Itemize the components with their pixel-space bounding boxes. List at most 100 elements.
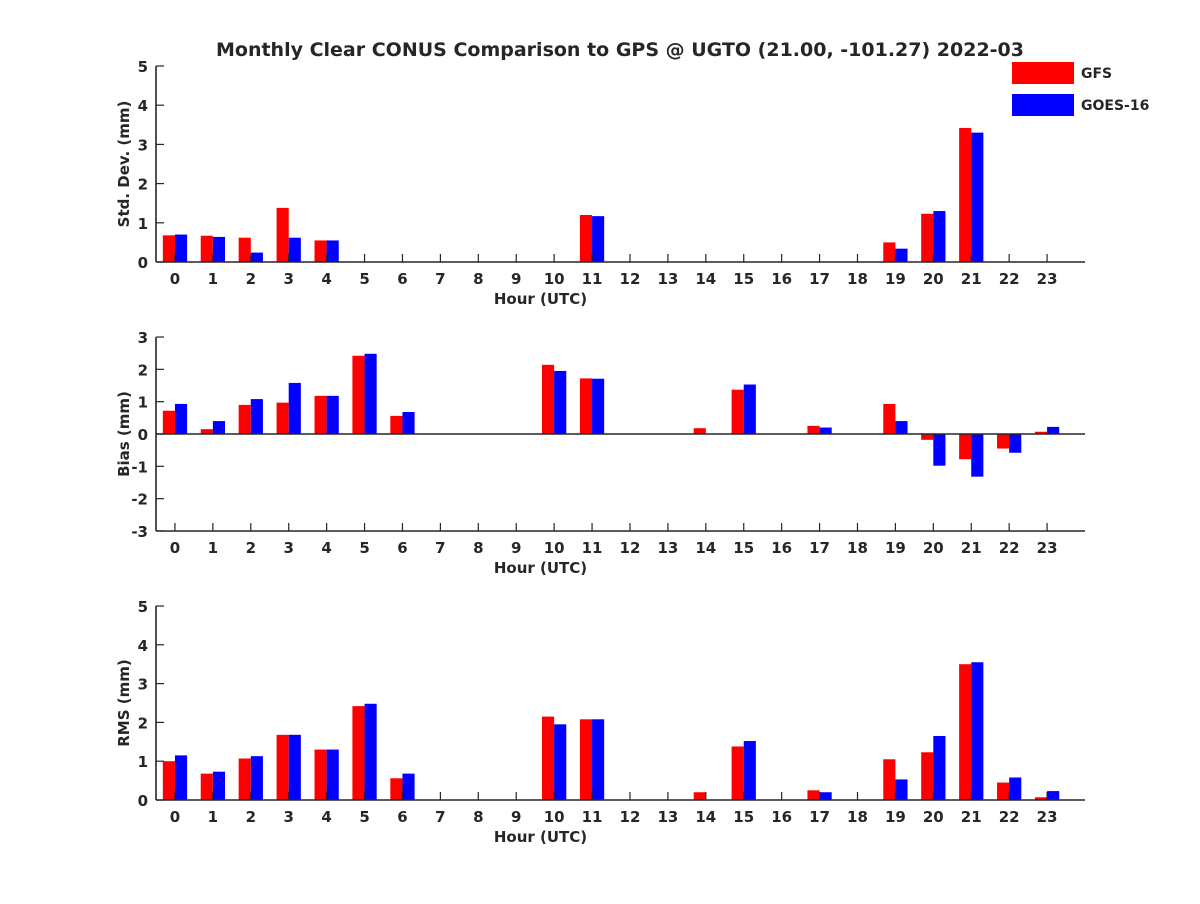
bar-gfs-hour-19	[883, 759, 896, 800]
bar-goes-16-hour-4	[326, 240, 339, 262]
x-tick-label: 9	[511, 808, 521, 826]
bar-gfs-hour-0	[162, 410, 175, 434]
bar-goes-16-hour-11	[592, 378, 605, 434]
bar-goes-16-hour-11	[592, 216, 605, 262]
legend-swatch-gfs	[1012, 62, 1074, 84]
bar-goes-16-hour-21	[971, 662, 984, 800]
bar-goes-16-hour-1	[212, 771, 226, 800]
y-tick-label: 2	[138, 361, 148, 379]
x-tick-label: 17	[809, 270, 830, 288]
legend-swatch-goes-16	[1012, 94, 1074, 116]
bar-gfs-hour-3	[276, 402, 289, 434]
chart-title: Monthly Clear CONUS Comparison to GPS @ …	[216, 39, 1024, 61]
x-axis-label: Hour (UTC)	[494, 828, 587, 846]
bar-goes-16-hour-4	[326, 395, 339, 434]
bar-gfs-hour-2	[238, 404, 251, 434]
y-tick-label: 3	[138, 329, 148, 347]
x-tick-label: 3	[283, 539, 293, 557]
bar-gfs-hour-2	[238, 758, 251, 800]
x-tick-label: 18	[847, 808, 868, 826]
x-tick-label: 6	[397, 808, 407, 826]
x-tick-label: 9	[511, 539, 521, 557]
bar-goes-16-hour-2	[250, 252, 263, 262]
bar-goes-16-hour-23	[1047, 791, 1060, 800]
x-tick-label: 6	[397, 270, 407, 288]
bar-goes-16-hour-3	[288, 382, 301, 434]
x-tick-label: 2	[246, 539, 256, 557]
x-tick-label: 15	[733, 539, 754, 557]
bar-goes-16-hour-19	[895, 779, 908, 800]
x-tick-label: 4	[321, 539, 331, 557]
bar-gfs-hour-21	[959, 127, 972, 262]
bar-gfs-hour-0	[162, 235, 175, 262]
bar-gfs-hour-0	[162, 761, 175, 800]
bar-gfs-hour-10	[542, 364, 555, 434]
x-tick-label: 21	[961, 539, 982, 557]
bar-gfs-hour-6	[390, 415, 403, 434]
bar-goes-16-hour-2	[250, 399, 263, 434]
bar-gfs-hour-4	[314, 395, 327, 434]
x-tick-label: 19	[885, 539, 906, 557]
bar-gfs-hour-23	[1034, 431, 1048, 434]
y-tick-label: 5	[138, 58, 148, 76]
bar-gfs-hour-19	[883, 242, 896, 262]
bar-goes-16-hour-22	[1009, 434, 1022, 453]
x-tick-label: 20	[923, 539, 944, 557]
bar-gfs-hour-11	[579, 214, 593, 262]
y-axis-label: Std. Dev. (mm)	[115, 101, 133, 228]
bar-goes-16-hour-20	[933, 211, 946, 262]
bar-gfs-hour-17	[807, 425, 820, 434]
bar-goes-16-hour-11	[592, 719, 605, 800]
bar-gfs-hour-17	[807, 790, 820, 800]
x-tick-label: 9	[511, 270, 521, 288]
bar-goes-16-hour-3	[288, 734, 301, 800]
x-tick-label: 3	[283, 808, 293, 826]
bar-gfs-hour-20	[921, 752, 934, 800]
x-tick-label: 7	[435, 808, 445, 826]
bar-gfs-hour-20	[921, 434, 934, 440]
bar-gfs-hour-19	[883, 403, 896, 434]
bar-gfs-hour-23	[1034, 797, 1048, 800]
x-tick-label: 23	[1037, 539, 1058, 557]
x-tick-label: 19	[885, 270, 906, 288]
chart-legend: GFS GOES-16	[1012, 62, 1149, 116]
bar-goes-16-hour-10	[554, 724, 567, 800]
x-tick-label: 23	[1037, 808, 1058, 826]
x-tick-label: 12	[620, 808, 641, 826]
x-tick-label: 2	[246, 270, 256, 288]
x-axis-label: Hour (UTC)	[494, 290, 587, 308]
bar-goes-16-hour-2	[250, 756, 263, 800]
bar-goes-16-hour-23	[1047, 426, 1060, 434]
x-tick-label: 18	[847, 539, 868, 557]
x-tick-label: 2	[246, 808, 256, 826]
x-tick-label: 1	[208, 808, 218, 826]
y-tick-label: -2	[131, 491, 148, 509]
x-tick-label: 6	[397, 539, 407, 557]
x-tick-label: 19	[885, 808, 906, 826]
bar-goes-16-hour-17	[819, 427, 832, 434]
bar-goes-16-hour-4	[326, 749, 339, 800]
y-tick-label: 0	[138, 792, 148, 810]
x-tick-label: 12	[620, 539, 641, 557]
y-tick-label: 1	[138, 394, 148, 412]
bar-goes-16-hour-15	[743, 384, 756, 434]
bar-gfs-hour-4	[314, 240, 327, 262]
x-tick-label: 5	[359, 808, 369, 826]
x-tick-label: 14	[695, 539, 716, 557]
bar-gfs-hour-11	[579, 378, 593, 434]
x-tick-label: 0	[170, 539, 180, 557]
bar-goes-16-hour-10	[554, 370, 567, 434]
y-tick-label: 3	[138, 676, 148, 694]
bar-goes-16-hour-19	[895, 421, 908, 434]
y-tick-label: 0	[138, 254, 148, 272]
bar-gfs-hour-1	[200, 773, 213, 800]
bar-goes-16-hour-0	[174, 234, 188, 262]
x-tick-label: 17	[809, 808, 830, 826]
bar-gfs-hour-21	[959, 434, 972, 460]
bar-gfs-hour-22	[997, 434, 1010, 449]
bar-goes-16-hour-1	[212, 421, 226, 434]
